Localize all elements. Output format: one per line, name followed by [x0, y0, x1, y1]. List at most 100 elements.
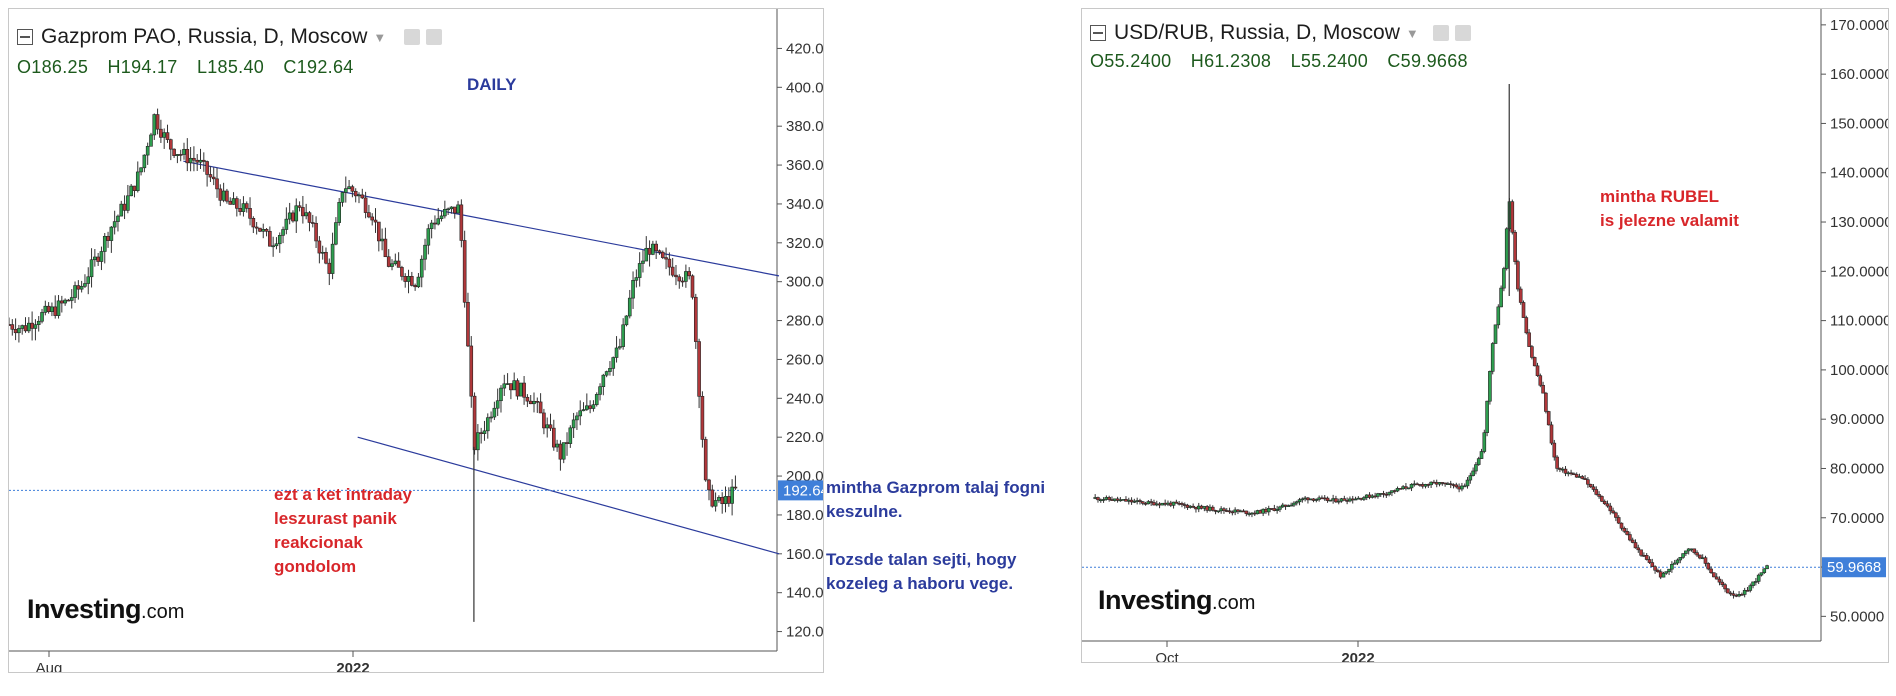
candle-body — [552, 427, 556, 448]
last-price-tag-label: 192.64 — [783, 482, 823, 499]
candle-body — [1625, 531, 1629, 535]
candle-body — [142, 154, 147, 169]
candle-body — [621, 324, 625, 347]
candle-body — [492, 407, 497, 418]
candle-body — [192, 157, 196, 161]
candle-body — [449, 206, 454, 210]
candle-body — [1714, 576, 1719, 580]
candle-body — [188, 157, 193, 164]
candle-body — [1678, 557, 1683, 561]
candle-body — [1639, 549, 1643, 556]
candle-body — [1476, 458, 1481, 465]
candle-body — [1751, 581, 1755, 586]
candle-body — [419, 258, 424, 278]
candle-body — [677, 276, 682, 282]
last-price-tag — [1822, 557, 1886, 578]
settings-icon[interactable] — [1432, 25, 1449, 41]
candle-body — [1342, 498, 1347, 501]
candle-body — [109, 226, 114, 241]
candle-body — [601, 374, 606, 387]
gear-icon[interactable] — [426, 29, 443, 45]
usdrub-chart-svg[interactable]: 170.0000 160.0000 150.0000 140.0000 130.0000… — [1082, 9, 1888, 662]
gear-icon[interactable] — [1454, 25, 1471, 41]
y-tick-label: 160.0000 — [1830, 66, 1888, 83]
candle-body — [1580, 476, 1585, 479]
y-tick-label: 380.00 — [786, 118, 823, 135]
candle-body — [466, 301, 470, 347]
candle-body — [1628, 534, 1632, 541]
candle-body — [370, 216, 375, 221]
candle-body — [215, 178, 219, 190]
candle-body — [542, 412, 546, 429]
candle-body — [20, 325, 25, 329]
candle-body — [1140, 501, 1145, 504]
candle-body — [1524, 317, 1529, 334]
candle-body — [152, 114, 157, 136]
candle-body — [231, 198, 236, 205]
candle-body — [654, 243, 658, 252]
collapse-icon[interactable] — [17, 29, 33, 45]
candle-body — [343, 188, 348, 193]
candle-body — [433, 222, 437, 225]
candle-body — [469, 345, 474, 397]
y-tick-label: 140.00 — [786, 585, 823, 602]
candle-body — [1611, 510, 1615, 514]
collapse-icon[interactable] — [1090, 25, 1106, 41]
candle-body — [383, 238, 388, 258]
candle-body — [472, 395, 477, 451]
candle-body — [304, 212, 308, 217]
chevron-down-icon[interactable]: ▼ — [373, 29, 387, 45]
candle-body — [40, 312, 44, 322]
candle-body — [1717, 578, 1722, 583]
candle-body — [657, 250, 662, 253]
candle-body — [46, 305, 51, 313]
gazprom-chart-title[interactable]: Gazprom PAO, Russia, D, Moscow — [41, 25, 368, 48]
candle-body — [1468, 475, 1473, 481]
candle-body — [198, 159, 203, 163]
y-tick-label: 420.00 — [786, 40, 823, 57]
candle-body — [664, 257, 668, 260]
candle-body — [63, 299, 67, 304]
candle-body — [495, 400, 500, 409]
candle-body — [1513, 231, 1517, 262]
candle-body — [1353, 498, 1358, 501]
candle-body — [1460, 485, 1464, 490]
y-tick-label: 90.0000 — [1830, 411, 1884, 428]
settings-icon[interactable] — [404, 29, 421, 45]
candle-body — [172, 148, 176, 156]
candle-body — [353, 190, 358, 197]
ohlc-close: C59.9668 — [1387, 51, 1468, 71]
candle-body — [1376, 493, 1380, 497]
candle-body — [538, 401, 543, 414]
x-tick-label: 2022 — [336, 660, 369, 672]
last-price-tag-label: 59.9668 — [1827, 559, 1881, 576]
candle-body — [515, 380, 520, 397]
last-price-tag — [778, 480, 823, 501]
y-tick-label: 130.0000 — [1830, 214, 1888, 231]
candle-body — [297, 205, 302, 208]
candle-body — [228, 200, 233, 205]
candle-body — [238, 208, 242, 212]
candle-body — [1692, 548, 1697, 553]
candle-body — [1597, 494, 1601, 497]
y-tick-label: 220.00 — [786, 429, 823, 446]
candle-body — [1216, 510, 1221, 513]
chevron-down-icon[interactable]: ▼ — [1405, 25, 1419, 41]
gazprom-chart-svg[interactable]: 420.00 400.00 380.00 360.00 340.00 320.00 300.… — [9, 9, 823, 672]
candle-body — [377, 221, 381, 242]
candle-body — [294, 205, 299, 222]
candle-body — [1653, 566, 1657, 571]
candle-body — [1530, 346, 1534, 358]
candle-body — [627, 297, 632, 317]
candle-body — [1499, 287, 1503, 308]
usdrub-chart-title[interactable]: USD/RUB, Russia, D, Moscow — [1114, 21, 1400, 44]
candle-body — [287, 212, 292, 220]
candle-body — [416, 276, 421, 288]
candle-body — [641, 260, 645, 264]
candle-body — [1745, 590, 1750, 592]
candle-body — [522, 382, 526, 398]
candle-body — [314, 222, 318, 242]
candle-body — [1740, 594, 1744, 596]
candle-body — [717, 497, 721, 501]
candle-body — [83, 283, 87, 287]
